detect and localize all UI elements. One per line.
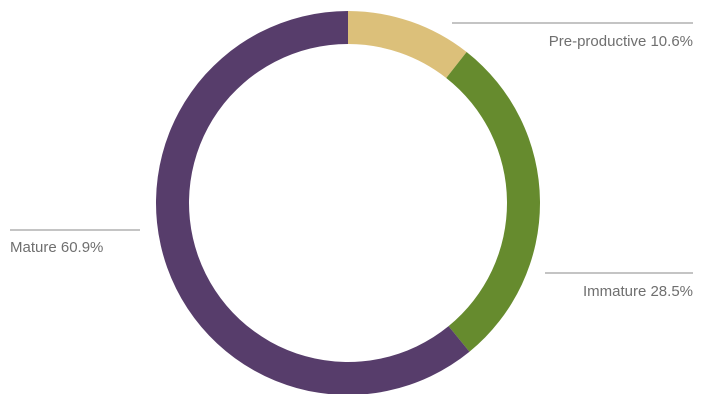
slice-mature <box>156 11 469 394</box>
label-group-mature: Mature 60.9% <box>10 230 140 256</box>
label-group-immature: Immature 28.5% <box>545 273 693 300</box>
data-label-mature: Mature 60.9% <box>10 239 103 256</box>
donut-slices <box>156 11 540 394</box>
data-label-immature: Immature 28.5% <box>583 283 693 300</box>
slice-pre-productive <box>348 11 467 78</box>
label-group-pre-productive: Pre-productive 10.6% <box>452 23 693 50</box>
slice-immature <box>446 52 540 352</box>
data-label-pre-productive: Pre-productive 10.6% <box>549 33 693 50</box>
